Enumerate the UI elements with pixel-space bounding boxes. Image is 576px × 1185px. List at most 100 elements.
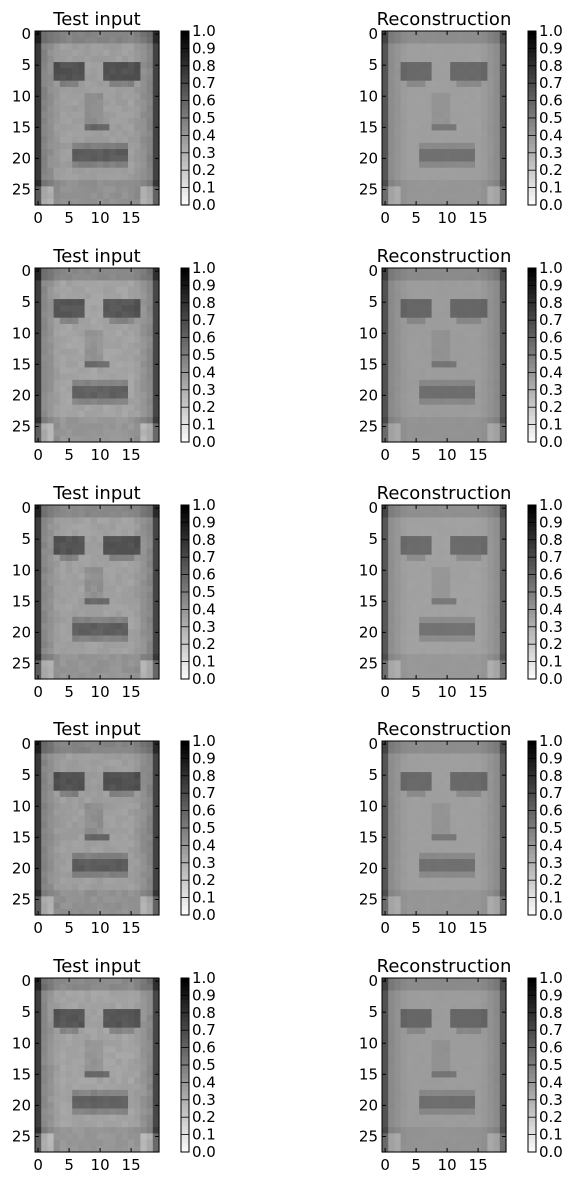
image-cell bbox=[47, 149, 55, 156]
image-cell bbox=[487, 105, 495, 113]
image-cell bbox=[140, 554, 148, 562]
image-cell bbox=[140, 180, 148, 187]
image-cell bbox=[78, 809, 86, 817]
image-cell bbox=[109, 198, 117, 206]
image-cell bbox=[90, 505, 98, 512]
image-cell bbox=[72, 629, 79, 637]
image-cell bbox=[456, 592, 464, 599]
image-cell bbox=[493, 99, 501, 107]
image-cell bbox=[109, 772, 117, 779]
image-cell bbox=[468, 105, 476, 113]
image-cell bbox=[115, 386, 123, 393]
image-cell bbox=[419, 654, 426, 661]
image-cell bbox=[121, 741, 129, 748]
image-cell bbox=[103, 877, 110, 885]
image-cell bbox=[115, 317, 123, 325]
image-cell bbox=[400, 130, 408, 138]
colorbar-segment bbox=[181, 324, 189, 330]
colorbar-segment bbox=[528, 565, 536, 571]
image-cell bbox=[134, 523, 141, 531]
image-cell bbox=[128, 654, 135, 661]
image-cell bbox=[103, 173, 110, 181]
image-cell bbox=[481, 336, 488, 344]
image-cell bbox=[419, 80, 426, 88]
image-cell bbox=[444, 554, 451, 562]
colorbar-segment bbox=[181, 639, 189, 645]
image-cell bbox=[450, 323, 457, 331]
image-cell bbox=[487, 167, 495, 175]
image-cell bbox=[419, 292, 426, 300]
image-cell bbox=[468, 180, 476, 187]
colorbar-tick-label: 0.4 bbox=[192, 600, 216, 618]
image-cell bbox=[419, 373, 426, 381]
image-cell bbox=[72, 373, 79, 381]
image-cell bbox=[90, 299, 98, 306]
image-cell bbox=[382, 828, 389, 835]
image-cell bbox=[419, 790, 426, 798]
image-cell bbox=[35, 373, 42, 381]
image-cell bbox=[425, 124, 433, 132]
image-cell bbox=[66, 529, 73, 537]
image-cell bbox=[103, 859, 110, 866]
image-cell bbox=[431, 86, 439, 94]
image-cell bbox=[103, 435, 110, 443]
image-cell bbox=[493, 136, 501, 144]
image-cell bbox=[499, 404, 507, 412]
image-cell bbox=[419, 666, 426, 674]
colorbar-segment bbox=[181, 749, 189, 755]
colorbar-segment bbox=[528, 394, 536, 400]
image-cell bbox=[406, 361, 414, 369]
y-tick-label: 10 bbox=[12, 797, 31, 815]
image-cell bbox=[128, 118, 135, 125]
image-cell bbox=[468, 435, 476, 443]
image-cell bbox=[431, 99, 439, 107]
image-cell bbox=[128, 883, 135, 891]
image-cell bbox=[450, 672, 457, 680]
image-cell bbox=[128, 840, 135, 848]
colorbar-tick-label: 0.5 bbox=[539, 109, 563, 127]
image-cell bbox=[437, 585, 445, 593]
image-cell bbox=[59, 348, 67, 356]
image-cell bbox=[59, 330, 67, 337]
image-cell bbox=[103, 554, 110, 562]
image-cell bbox=[66, 660, 73, 668]
image-cell bbox=[140, 136, 148, 144]
image-cell bbox=[481, 186, 488, 194]
image-cell bbox=[481, 741, 488, 748]
image-cell bbox=[493, 292, 501, 300]
image-cell bbox=[394, 616, 402, 624]
image-cell bbox=[35, 641, 42, 649]
image-cell bbox=[499, 573, 507, 581]
image-cell bbox=[388, 361, 395, 369]
colorbar-segment bbox=[528, 398, 536, 404]
image-cell bbox=[72, 142, 79, 150]
image-cell bbox=[47, 435, 55, 443]
image-cell bbox=[84, 429, 92, 437]
image-cell bbox=[35, 317, 42, 325]
image-cell bbox=[437, 784, 445, 792]
image-cell bbox=[481, 672, 488, 680]
image-cell bbox=[146, 429, 154, 437]
image-cell bbox=[53, 323, 61, 331]
image-cell bbox=[134, 93, 141, 100]
image-cell bbox=[394, 268, 402, 275]
image-cell bbox=[146, 560, 154, 568]
image-cell bbox=[456, 49, 464, 57]
image-cell bbox=[431, 149, 439, 156]
image-cell bbox=[59, 186, 67, 194]
image-cell bbox=[413, 192, 420, 200]
image-cell bbox=[47, 274, 55, 282]
image-cell bbox=[72, 592, 79, 599]
image-cell bbox=[66, 852, 73, 860]
image-cell bbox=[456, 268, 464, 275]
image-cell bbox=[90, 784, 98, 792]
colorbar-segment bbox=[181, 561, 189, 567]
image-cell bbox=[444, 536, 451, 543]
colorbar-tick-label: 0.4 bbox=[192, 126, 216, 144]
image-cell bbox=[394, 610, 402, 618]
image-cell bbox=[431, 142, 439, 150]
image-cell bbox=[400, 417, 408, 424]
image-cell bbox=[456, 404, 464, 412]
image-cell bbox=[109, 505, 117, 512]
image-cell bbox=[115, 105, 123, 113]
